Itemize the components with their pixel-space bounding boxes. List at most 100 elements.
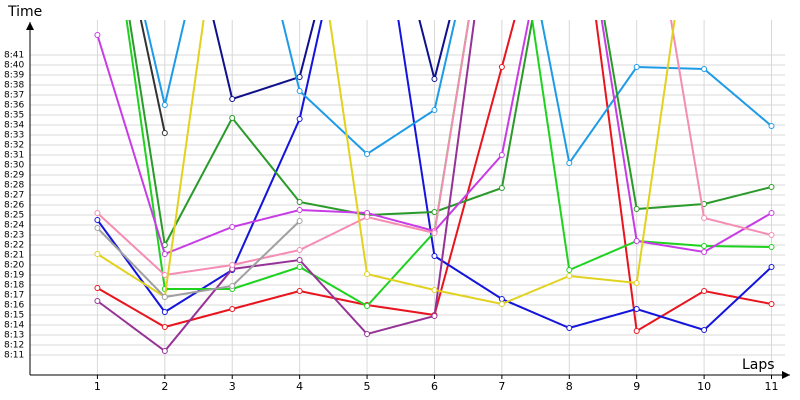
point [94, 285, 101, 291]
x-arrow [782, 371, 790, 379]
point [94, 251, 101, 257]
y-tick-label: 8:27 [4, 191, 24, 201]
y-tick-label: 8:20 [4, 261, 24, 271]
point [431, 287, 438, 293]
y-tick-label: 8:23 [4, 231, 24, 241]
point [498, 64, 505, 70]
y-axis-label: Time [7, 4, 42, 20]
y-tick-label: 8:29 [4, 171, 24, 181]
y-tick-label: 8:25 [4, 211, 24, 221]
point [701, 66, 708, 72]
point [768, 232, 775, 238]
point [498, 152, 505, 158]
point [633, 306, 640, 312]
y-arrow [26, 22, 34, 30]
point [94, 298, 101, 304]
y-tick-label: 8:38 [4, 81, 24, 91]
y-tick-label: 8:15 [4, 311, 24, 321]
point [364, 214, 371, 220]
point [161, 130, 168, 136]
point [229, 262, 236, 268]
point [296, 288, 303, 294]
point [701, 243, 708, 249]
y-tick-label: 8:22 [4, 241, 24, 251]
x-tick-label: 10 [697, 380, 711, 393]
point [498, 296, 505, 302]
point [296, 218, 303, 224]
point [161, 309, 168, 315]
y-tick-label: 8:12 [4, 341, 24, 351]
point [633, 206, 640, 212]
y-tick-label: 8:13 [4, 331, 24, 341]
point [633, 280, 640, 286]
point [94, 217, 101, 223]
point [566, 267, 573, 273]
y-tick-label: 8:32 [4, 141, 24, 151]
series-line [96, 220, 301, 299]
point [161, 294, 168, 300]
point [296, 116, 303, 122]
point [768, 264, 775, 270]
y-tick-label: 8:16 [4, 301, 24, 311]
point [229, 96, 236, 102]
point [229, 306, 236, 312]
point [94, 225, 101, 231]
x-tick-label: 7 [498, 380, 505, 393]
point [431, 313, 438, 319]
y-tick-label: 8:17 [4, 291, 24, 301]
y-tick-label: 8:41 [4, 51, 24, 61]
series-line [96, 20, 676, 306]
point [633, 328, 640, 334]
point [566, 325, 573, 331]
series-line [139, 20, 166, 134]
point [498, 185, 505, 191]
point [296, 199, 303, 205]
point [633, 64, 640, 70]
point [431, 107, 438, 113]
y-tick-label: 8:33 [4, 131, 24, 141]
point [768, 184, 775, 190]
y-tick-label: 8:11 [4, 351, 24, 361]
point [566, 273, 573, 279]
point [161, 251, 168, 257]
y-tick-label: 8:26 [4, 201, 24, 211]
point [94, 32, 101, 38]
x-tick-label: 2 [161, 380, 168, 393]
point [296, 207, 303, 213]
point [229, 115, 236, 121]
point [296, 88, 303, 94]
point [94, 210, 101, 216]
point [701, 288, 708, 294]
point [296, 264, 303, 270]
x-axis-label: Laps [742, 357, 775, 373]
x-tick-label: 5 [364, 380, 371, 393]
x-tick-label: 8 [566, 380, 573, 393]
point [229, 224, 236, 230]
point [364, 331, 371, 337]
x-tick-label: 11 [765, 380, 779, 393]
point [431, 209, 438, 215]
point [633, 238, 640, 244]
point [364, 271, 371, 277]
x-tick-label: 6 [431, 380, 438, 393]
y-tick-label: 8:14 [4, 321, 24, 331]
point [768, 244, 775, 250]
point [296, 74, 303, 80]
point [566, 160, 573, 166]
y-tick-label: 8:31 [4, 151, 24, 161]
point [431, 76, 438, 82]
y-tick-label: 8:30 [4, 161, 24, 171]
y-tick-label: 8:19 [4, 271, 24, 281]
point [161, 102, 168, 108]
y-tick-label: 8:28 [4, 181, 24, 191]
y-tick-label: 8:35 [4, 111, 24, 121]
y-tick-label: 8:34 [4, 121, 24, 131]
y-tick-label: 8:18 [4, 281, 24, 291]
point [701, 327, 708, 333]
x-tick-label: 1 [94, 380, 101, 393]
point [161, 348, 168, 354]
point [768, 123, 775, 129]
point [431, 253, 438, 259]
point [364, 151, 371, 157]
